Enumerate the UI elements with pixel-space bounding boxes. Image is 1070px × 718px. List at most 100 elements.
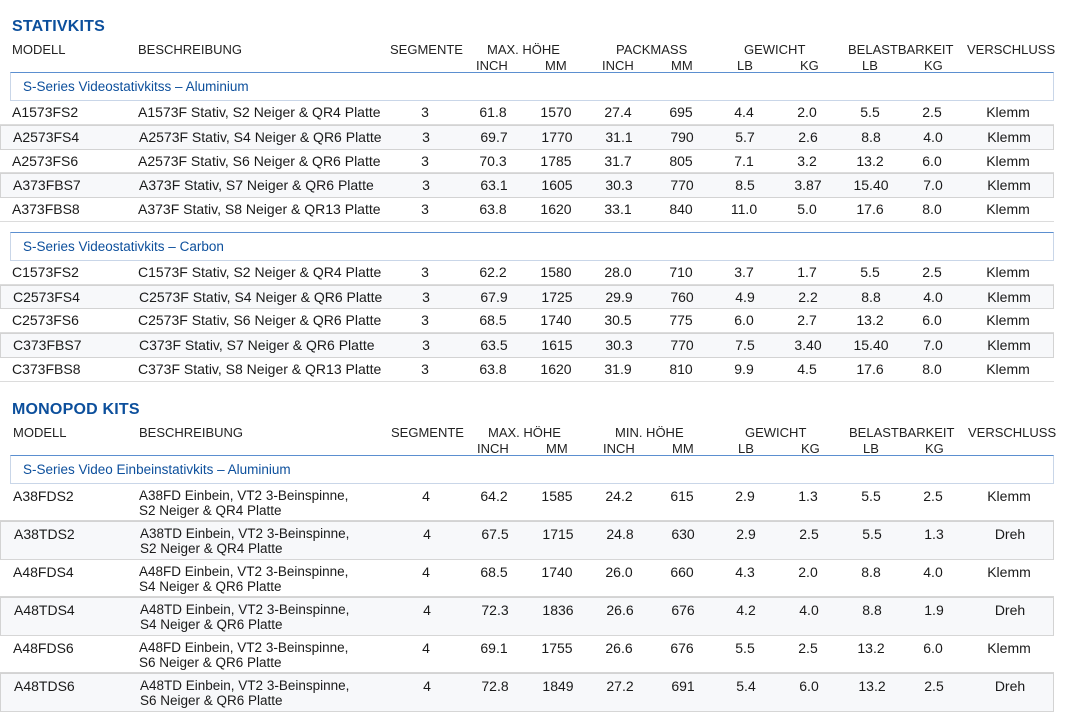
table-row: C2573FS4 C2573F Stativ, S4 Neiger & QR6 P…	[0, 284, 1054, 310]
cell-verschluss: Dreh	[994, 602, 1026, 618]
table-row: C373FBS8 C373F Stativ, S8 Neiger & QR13 P…	[0, 358, 1054, 382]
cell-gewicht-kg: 4.0	[799, 602, 819, 618]
cell-belastbarkeit-kg: 2.5	[922, 263, 942, 280]
group-title-einbein-aluminium: S-Series Video Einbeinstativkits – Alumi…	[10, 454, 1054, 484]
cell-gewicht-kg: 2.5	[798, 639, 818, 656]
cell-modell: C373FBS7	[13, 337, 82, 353]
cell-min-hoehe-inch: 27.2	[606, 678, 634, 694]
cell-max-hoehe-mm: 1755	[541, 639, 573, 656]
cell-verschluss: Klemm	[987, 288, 1031, 305]
cell-gewicht-kg: 2.5	[799, 526, 819, 542]
cell-gewicht-lb: 7.5	[735, 337, 755, 353]
cell-beschreibung: C373F Stativ, S8 Neiger & QR13 Platte	[138, 360, 382, 377]
table-row: A48FDS4 4 68.5 1740 26.0 660 4.3 2.0 8.8 4.0 Klemm…	[0, 560, 1054, 597]
cell-min-hoehe-mm: 615	[670, 487, 694, 504]
cell-max-hoehe-mm: 1725	[541, 288, 573, 305]
cell-segmente: 4	[422, 563, 430, 580]
cell-gewicht-kg: 6.0	[799, 678, 819, 694]
cell-min-hoehe-mm: 691	[671, 678, 695, 694]
cell-max-hoehe-mm: 1620	[540, 360, 572, 377]
cell-packmass-inch: 30.3	[605, 337, 633, 353]
cell-beschreibung-line-2: S4 Neiger & QR6 Platte	[139, 578, 282, 594]
cell-packmass-mm: 770	[670, 337, 694, 353]
cell-beschreibung: A373F Stativ, S7 Neiger & QR6 Platte	[139, 177, 374, 194]
cell-belastbarkeit-lb: 17.6	[856, 201, 884, 217]
cell-modell: A373FBS7	[13, 177, 81, 194]
table-row: A38TDS2 4 67.5 1715 24.8 630 2.9 2.5 5.5 1.3 Dreh A…	[0, 521, 1054, 560]
cell-verschluss: Klemm	[986, 104, 1030, 120]
cell-belastbarkeit-lb: 8.8	[862, 602, 882, 618]
cell-gewicht-lb: 4.4	[734, 104, 754, 120]
cell-gewicht-lb: 5.4	[736, 678, 756, 694]
header-modell: MODELL	[12, 42, 66, 57]
cell-gewicht-lb: 8.5	[735, 177, 755, 194]
table-row: C1573FS2 C1573F Stativ, S2 Neiger & QR4 P…	[0, 261, 1054, 285]
cell-beschreibung: A2573F Stativ, S4 Neiger & QR6 Platte	[139, 128, 382, 145]
group-title-carbon: S-Series Videostativkits – Carbon	[10, 231, 1054, 261]
cell-beschreibung: A1573F Stativ, S2 Neiger & QR4 Platte	[138, 104, 381, 120]
cell-beschreibung: A48TD Einbein, VT2 3-Beinspinne, S4 Neige…	[140, 602, 349, 632]
cell-max-hoehe-inch: 70.3	[479, 152, 507, 169]
cell-modell: A38TDS2	[14, 526, 75, 542]
cell-min-hoehe-inch: 26.6	[605, 639, 633, 656]
cell-max-hoehe-inch: 72.3	[481, 602, 509, 618]
header-belastbarkeit: BELASTBARKEIT	[849, 424, 955, 440]
cell-segmente: 3	[421, 312, 429, 329]
cell-verschluss: Klemm	[987, 639, 1031, 656]
cell-max-hoehe-inch: 68.5	[480, 563, 508, 580]
cell-belastbarkeit-lb: 5.5	[860, 104, 880, 120]
cell-segmente: 3	[421, 152, 429, 169]
cell-max-hoehe-inch: 67.5	[481, 526, 509, 542]
cell-segmente: 3	[421, 104, 429, 120]
stativkits-carbon-rows: C1573FS2 C1573F Stativ, S2 Neiger & QR4 P…	[0, 261, 1070, 382]
cell-max-hoehe-mm: 1836	[542, 602, 574, 618]
cell-packmass-inch: 27.4	[604, 104, 632, 120]
cell-max-hoehe-inch: 69.1	[480, 639, 508, 656]
section-title-stativkits: STATIVKITS	[12, 18, 105, 35]
cell-beschreibung: A38TD Einbein, VT2 3-Beinspinne, S2 Neige…	[140, 526, 349, 556]
cell-beschreibung-line-1: A48TD Einbein, VT2 3-Beinspinne,	[140, 678, 350, 693]
cell-modell: A48FDS4	[13, 563, 74, 580]
header-mm: MM	[546, 440, 568, 456]
section-title-monopod: MONOPOD KITS	[12, 400, 140, 418]
header-beschreibung: BESCHREIBUNG	[139, 424, 244, 440]
header-packmass: PACKMASS	[616, 42, 688, 57]
header-mm-2: MM	[672, 440, 694, 456]
cell-verschluss: Klemm	[986, 263, 1030, 280]
header-segmente: SEGMENTE	[390, 42, 463, 57]
cell-beschreibung-line-1: A48FD Einbein, VT2 3-Beinspinne,	[139, 639, 349, 655]
table-row: A2573FS6 A2573F Stativ, S6 Neiger & QR6 P…	[0, 150, 1054, 174]
cell-packmass-inch: 28.0	[604, 263, 632, 280]
cell-max-hoehe-mm: 1620	[540, 201, 572, 217]
cell-min-hoehe-mm: 630	[671, 526, 695, 542]
header-inch-2: INCH	[602, 58, 634, 73]
header-min-hoehe: MIN. HÖHE	[615, 424, 684, 440]
cell-gewicht-lb: 5.5	[735, 639, 755, 656]
cell-belastbarkeit-lb: 13.2	[856, 152, 884, 169]
cell-gewicht-lb: 7.1	[734, 152, 754, 169]
cell-belastbarkeit-lb: 8.8	[861, 128, 881, 145]
table-row: A373FBS7 A373F Stativ, S7 Neiger & QR6 Pl…	[0, 173, 1054, 198]
cell-max-hoehe-mm: 1585	[541, 487, 573, 504]
cell-gewicht-lb: 11.0	[730, 201, 758, 217]
header-inch: INCH	[476, 58, 508, 73]
header-verschluss: VERSCHLUSS	[967, 42, 1056, 57]
cell-max-hoehe-inch: 62.2	[479, 263, 507, 280]
cell-gewicht-kg: 5.0	[797, 201, 817, 217]
cell-belastbarkeit-kg: 7.0	[923, 337, 943, 353]
cell-packmass-inch: 31.1	[605, 128, 633, 145]
header-kg-2: KG	[925, 440, 944, 456]
cell-max-hoehe-mm: 1715	[542, 526, 574, 542]
cell-min-hoehe-mm: 676	[671, 602, 695, 618]
header-kg: KG	[800, 58, 819, 73]
cell-modell: A1573FS2	[12, 104, 79, 120]
cell-belastbarkeit-lb: 8.8	[861, 563, 881, 580]
cell-modell: A2573FS6	[12, 152, 79, 169]
cell-belastbarkeit-kg: 2.5	[923, 487, 943, 504]
cell-beschreibung: A48FD Einbein, VT2 3-Beinspinne, S6 Neige…	[139, 640, 348, 670]
cell-packmass-mm: 840	[669, 201, 693, 217]
table-row: C2573FS6 C2573F Stativ, S6 Neiger & QR6 P…	[0, 309, 1054, 333]
group-title-aluminium: S-Series Videostativkitss – Aluminium	[10, 72, 1054, 101]
cell-gewicht-kg: 1.7	[797, 263, 817, 280]
cell-belastbarkeit-lb: 15.40	[853, 177, 889, 194]
